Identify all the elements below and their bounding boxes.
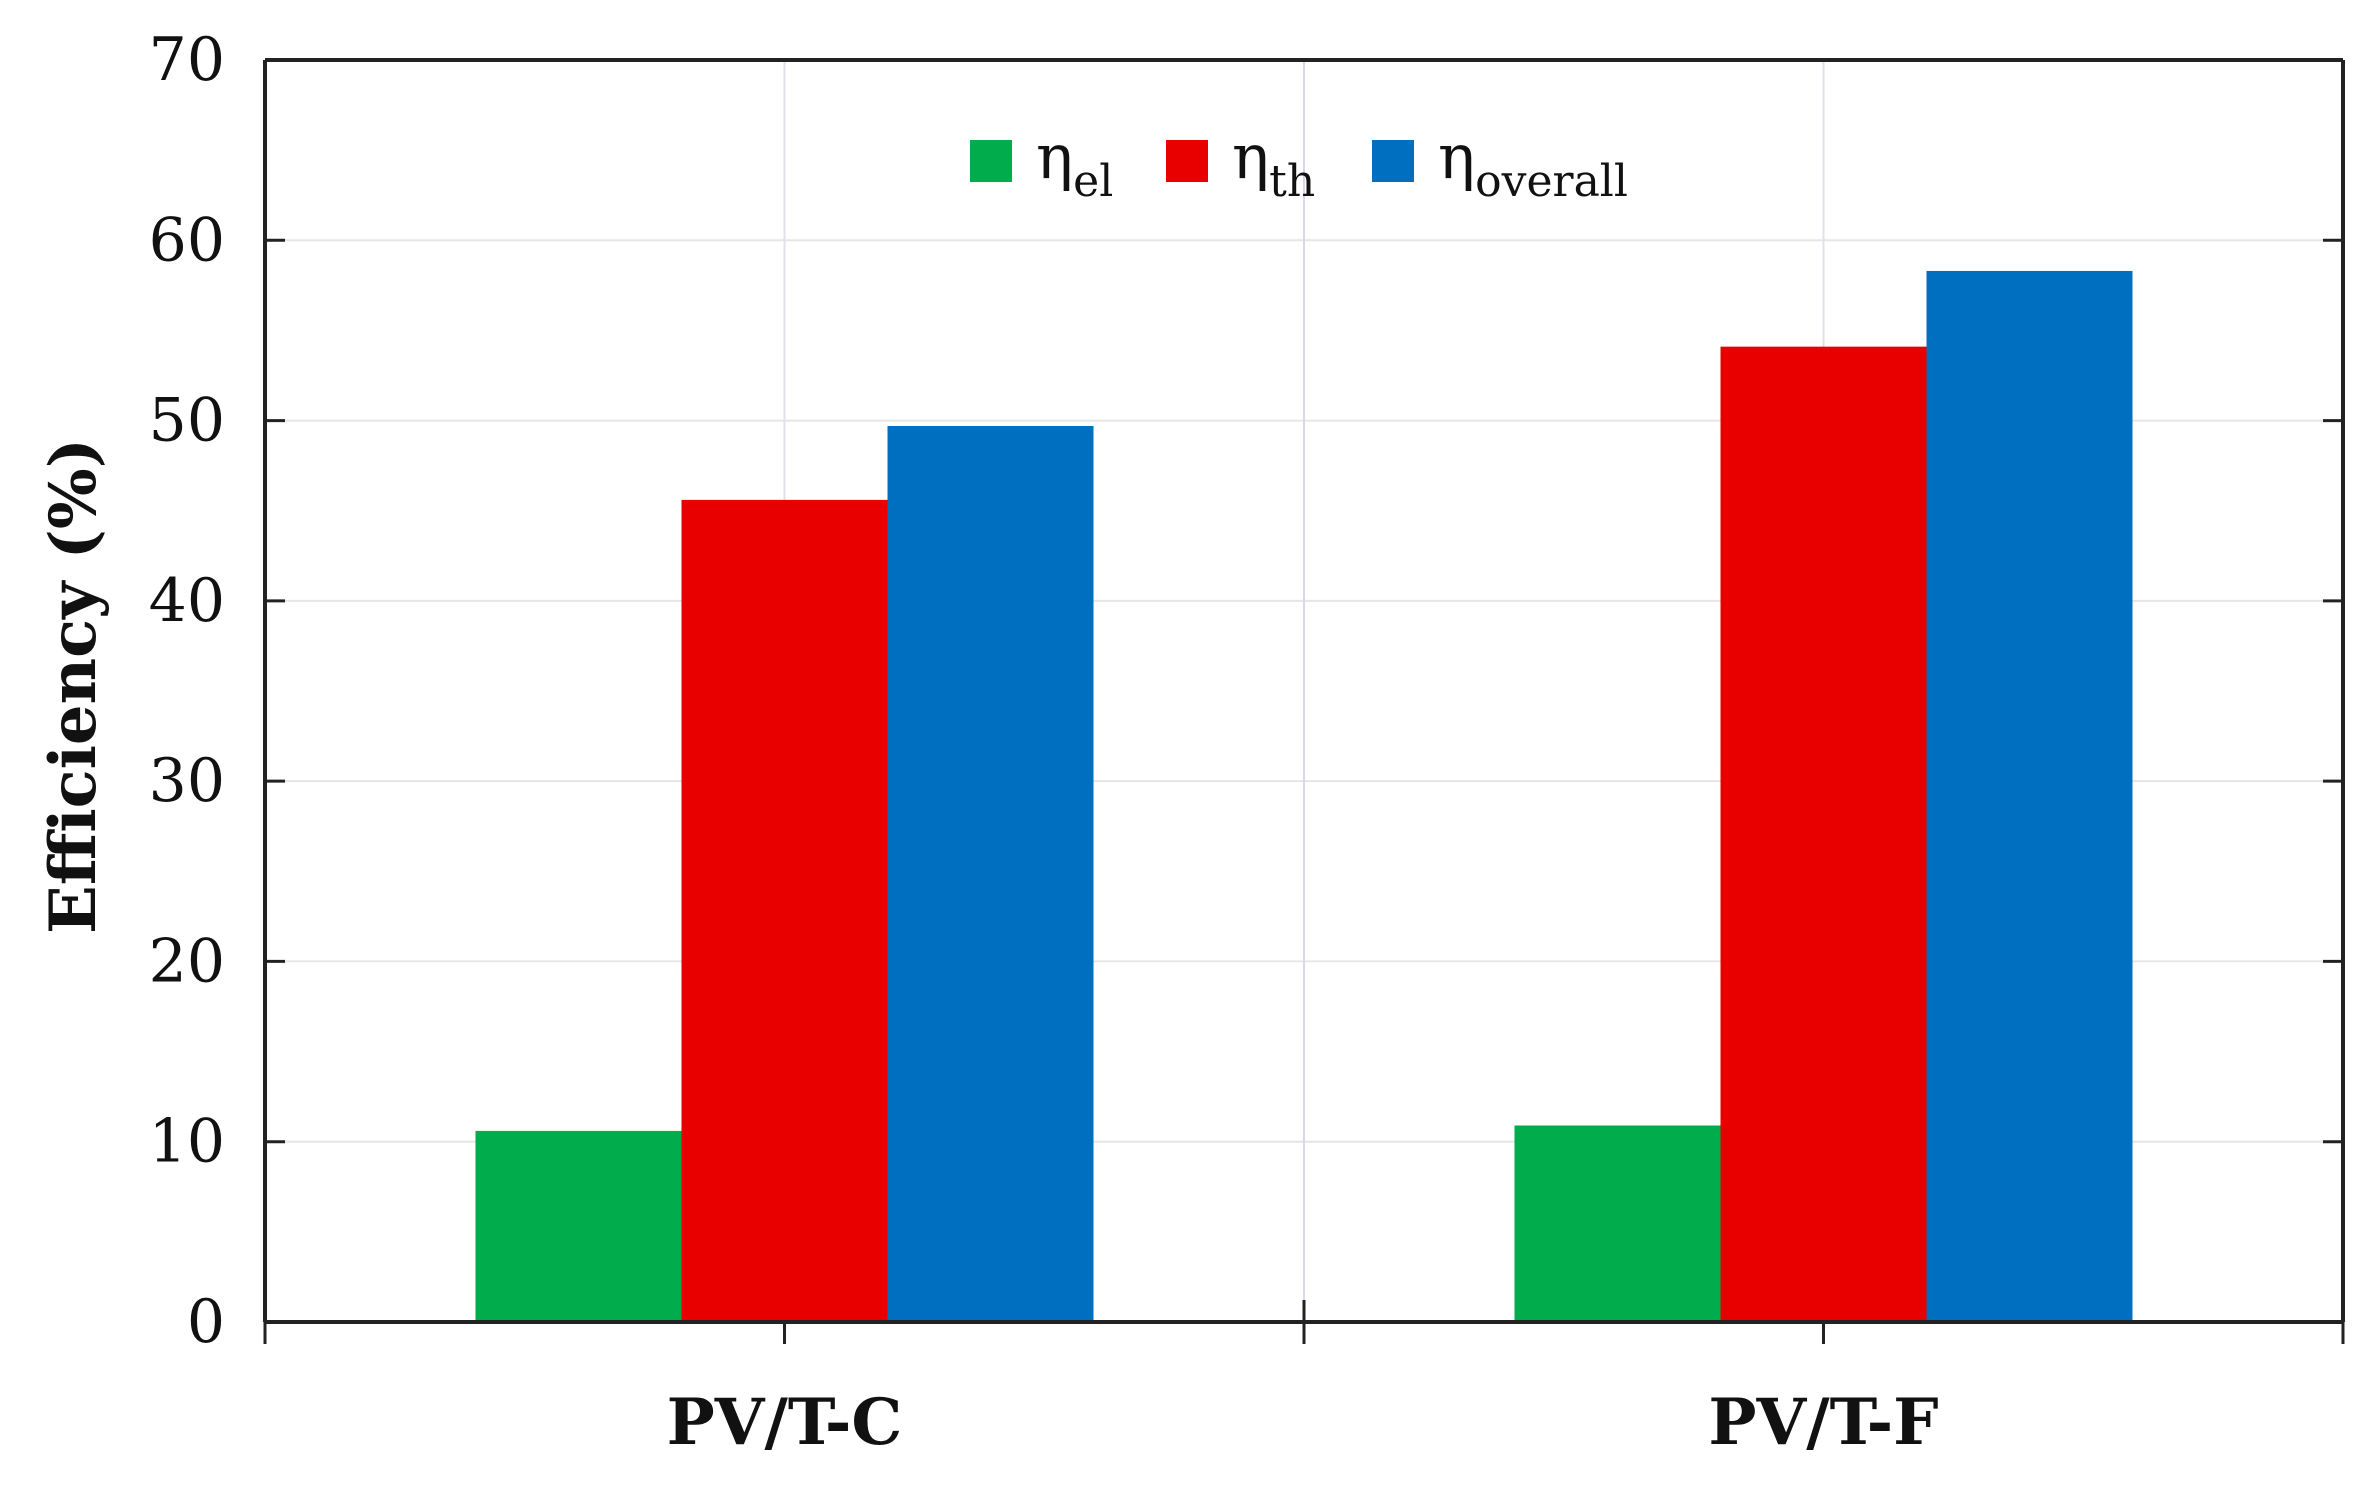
legend-swatch-th — [1166, 140, 1208, 182]
y-tick-label: 30 — [149, 746, 225, 816]
y-axis-label: Efficiency (%) — [36, 438, 111, 934]
legend-swatch-el — [970, 140, 1012, 182]
bars — [475, 270, 2133, 1323]
bar-pv-t-c-th — [681, 499, 888, 1322]
y-tick-label: 40 — [149, 566, 225, 636]
y-tick-label: 20 — [149, 926, 225, 996]
legend-swatch-overall — [1372, 140, 1414, 182]
x-category-label: PV/T-F — [1708, 1385, 1938, 1460]
bar-pv-t-f-th — [1720, 346, 1927, 1322]
axes — [263, 58, 2345, 1344]
bar-pv-t-c-overall — [887, 425, 1094, 1323]
y-tick-label: 0 — [187, 1287, 225, 1357]
y-tick-labels: 0 10 20 30 40 50 60 70 — [149, 25, 225, 1357]
x-category-label: PV/T-C — [667, 1385, 903, 1460]
y-tick-label: 50 — [149, 386, 225, 456]
bar-pv-t-c-el — [475, 1130, 682, 1322]
y-tick-label: 60 — [149, 205, 225, 275]
bar-pv-t-f-el — [1514, 1125, 1721, 1322]
y-tick-label: 70 — [149, 25, 225, 95]
x-category-labels: PV/T-C PV/T-F — [667, 1385, 1939, 1460]
y-tick-label: 10 — [149, 1107, 225, 1177]
bar-pv-t-f-overall — [1926, 270, 2133, 1322]
